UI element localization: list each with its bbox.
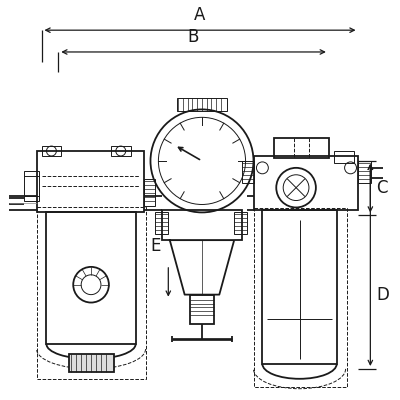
Bar	[24, 171, 38, 200]
Bar	[36, 151, 144, 212]
Bar	[190, 295, 214, 324]
Bar	[274, 138, 329, 158]
Bar	[111, 146, 131, 156]
Bar	[69, 354, 114, 372]
Bar	[162, 210, 242, 240]
Bar	[156, 212, 168, 234]
Text: C: C	[376, 179, 388, 197]
Bar	[242, 161, 254, 183]
Polygon shape	[170, 240, 234, 295]
Bar	[234, 212, 246, 234]
Bar	[334, 151, 354, 163]
Bar	[46, 212, 136, 344]
Bar	[262, 210, 337, 364]
Text: D: D	[376, 286, 389, 304]
Bar	[36, 208, 146, 379]
Bar	[254, 156, 358, 210]
Bar	[358, 161, 371, 183]
Text: A: A	[194, 6, 206, 24]
Bar	[177, 98, 227, 111]
Text: E: E	[150, 237, 161, 255]
Text: B: B	[187, 28, 199, 46]
Bar	[42, 146, 61, 156]
Bar	[144, 179, 156, 206]
Bar	[254, 208, 346, 387]
